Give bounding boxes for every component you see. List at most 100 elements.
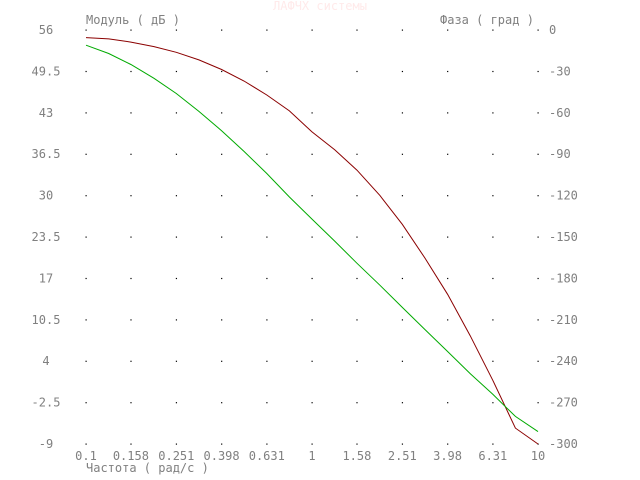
grid-dot [221,319,223,321]
left-axis-label: Модуль ( дБ ) [86,13,180,27]
grid-dot [221,29,223,31]
x-tick-label: 6.31 [478,449,507,463]
y-left-tick-label: 17 [39,271,53,285]
x-tick-label: 0.251 [158,449,194,463]
grid-dot [311,153,313,155]
grid-dot [356,195,358,197]
grid-dot [356,319,358,321]
grid-dot [175,153,178,155]
grid-dot [266,153,268,155]
grid-dot [492,443,494,445]
x-axis-label: Частота ( рад/с ) [86,461,209,475]
y-right-tick-label: -180 [549,271,578,285]
grid-dot [447,29,449,31]
grid-dot [447,70,449,73]
grid-dot [85,402,87,404]
grid-dot [492,112,494,114]
grid-dot [130,29,132,31]
grid-dot [311,112,313,114]
grid-dot [492,153,494,155]
x-tick-label: 0.1 [75,449,97,463]
grid-dot [356,29,358,31]
grid-dot [311,277,313,280]
grid-dot [401,319,404,321]
grid-dot [175,29,178,31]
grid-dot [266,70,268,73]
grid-dot [266,319,268,321]
magnitude-series-line [85,37,539,445]
y-right-tick-label: -60 [549,106,571,120]
grid-dot [447,195,449,197]
grid-dot [401,402,404,404]
grid-dots [85,29,539,445]
grid-dot [130,112,132,114]
grid-dot [537,277,539,280]
y-right-tick-label: -210 [549,313,578,327]
y-left-tick-label: 30 [39,189,53,203]
grid-dot [447,277,449,280]
grid-dot [221,70,223,73]
grid-dot [492,277,494,280]
y-left-tick-label: 23.5 [32,230,61,244]
grid-dot [221,195,223,197]
grid-dot [266,277,268,280]
grid-dot [537,112,539,114]
grid-dot [266,360,268,362]
x-tick-label: 3.98 [433,449,462,463]
grid-dot [266,236,268,238]
grid-dot [401,29,404,31]
x-tick-label: 2.51 [388,449,417,463]
grid-dot [266,402,268,404]
grid-dot [447,402,449,404]
grid-dot [537,402,539,404]
y-right-tick-label: -90 [549,147,571,161]
y-left-tick-label: 56 [39,23,53,37]
y-right-tick-label: -270 [549,396,578,410]
grid-dot [492,195,494,197]
grid-dot [221,153,223,155]
grid-dot [356,112,358,114]
grid-dot [266,29,268,31]
grid-dot [221,443,223,445]
grid-dot [85,70,87,73]
grid-dot [175,443,178,445]
grid-dot [221,402,223,404]
grid-dot [401,112,404,114]
grid-dot [537,153,539,155]
y-right-tick-label: -240 [549,354,578,368]
grid-dot [537,360,539,362]
y-right-tick-label: -150 [549,230,578,244]
grid-dot [130,236,132,238]
grid-dot [401,360,404,362]
grid-dot [447,360,449,362]
grid-dot [537,70,539,73]
grid-dot [447,153,449,155]
y-left-tick-label: 4 [42,354,49,368]
grid-dot [356,443,358,445]
grid-dot [311,70,313,73]
grid-dot [311,443,313,445]
series-lines [85,37,539,445]
grid-dot [492,319,494,321]
grid-dot [356,277,358,280]
y-left-tick-label: 43 [39,106,53,120]
x-tick-label: 1 [308,449,315,463]
y-right-tick-label: 0 [549,23,556,37]
y-right-tick-label: -120 [549,189,578,203]
grid-dot [85,443,87,445]
grid-dot [221,360,223,362]
grid-dot [492,70,494,73]
grid-dot [175,319,178,321]
x-tick-label: 0.398 [204,449,240,463]
grid-dot [175,112,178,114]
grid-dot [221,277,223,280]
x-tick-label: 0.158 [113,449,149,463]
tick-labels: 5649.54336.53023.51710.54-2.5-90-30-60-9… [32,23,578,463]
grid-dot [311,402,313,404]
grid-dot [447,112,449,114]
grid-dot [221,236,223,238]
grid-dot [356,153,358,155]
grid-dot [85,236,87,238]
grid-dot [492,236,494,238]
grid-dot [266,112,268,114]
